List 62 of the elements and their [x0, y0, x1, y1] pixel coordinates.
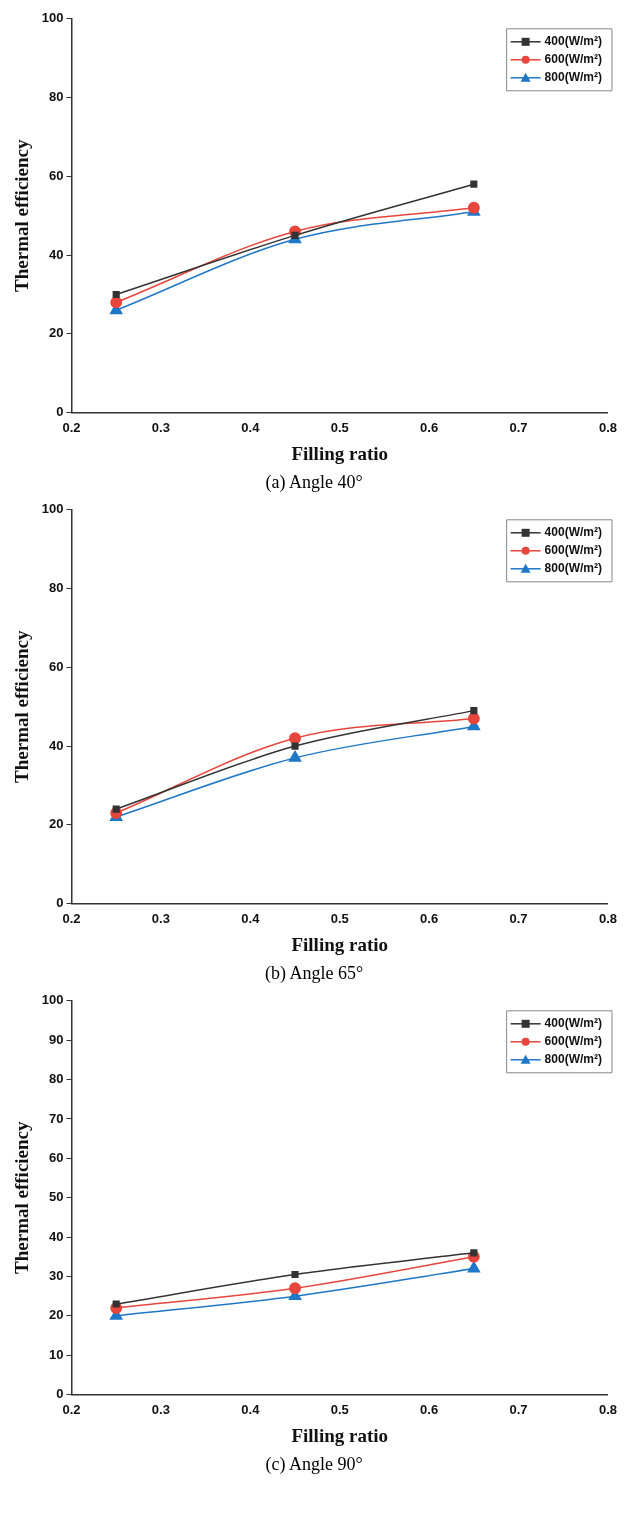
y-tick-label: 0 — [56, 895, 64, 911]
x-tick-label: 0.2 — [62, 1401, 81, 1417]
y-tick-label: 40 — [49, 737, 64, 753]
x-tick-label: 0.7 — [509, 1401, 528, 1417]
legend-label: 400(W/m²) — [544, 525, 602, 540]
y-tick-label: 0 — [56, 404, 64, 420]
x-tick-label: 0.6 — [420, 910, 439, 926]
legend-label: 800(W/m²) — [544, 70, 602, 85]
text: (b) Angle 65° — [263, 963, 365, 984]
y-tick-label: 60 — [49, 1149, 64, 1165]
y-tick-label: 70 — [49, 1110, 64, 1126]
y-tick-label: 40 — [49, 246, 64, 262]
x-tick-label: 0.7 — [509, 910, 528, 926]
x-axis-title: Filling ratio — [291, 933, 389, 955]
y-tick-label: 10 — [49, 1346, 64, 1362]
y-tick-label: 20 — [49, 1307, 64, 1323]
text: (a) Angle 40° — [264, 472, 364, 493]
x-tick-label: 0.6 — [420, 419, 439, 435]
x-tick-label: 0.8 — [598, 910, 617, 926]
x-tick-label: 0.5 — [330, 419, 349, 435]
y-tick-label: 40 — [49, 1228, 64, 1244]
x-tick-label: 0.8 — [598, 419, 617, 435]
legend-label: 600(W/m²) — [544, 1034, 602, 1049]
y-tick-label: 100 — [41, 501, 64, 517]
y-tick-label: 90 — [49, 1031, 64, 1047]
y-tick-label: 20 — [49, 325, 64, 341]
legend-label: 400(W/m²) — [544, 34, 602, 49]
x-tick-label: 0.2 — [62, 419, 81, 435]
y-tick-label: 20 — [49, 816, 64, 832]
x-tick-label: 0.2 — [62, 910, 81, 926]
x-tick-label: 0.6 — [420, 1401, 439, 1417]
x-tick-label: 0.3 — [151, 910, 170, 926]
x-axis-title: Filling ratio — [291, 1424, 389, 1446]
y-tick-label: 0 — [56, 1386, 64, 1402]
legend-label: 800(W/m²) — [544, 1052, 602, 1067]
y-tick-label: 100 — [41, 10, 64, 26]
x-tick-label: 0.3 — [151, 1401, 170, 1417]
legend-label: 400(W/m²) — [544, 1016, 602, 1031]
y-tick-label: 60 — [49, 167, 64, 183]
x-tick-label: 0.8 — [598, 1401, 617, 1417]
text: (c) Angle 90° — [264, 1454, 364, 1475]
x-axis-title: Filling ratio — [291, 442, 389, 464]
x-tick-label: 0.7 — [509, 419, 528, 435]
y-tick-label: 80 — [49, 1071, 64, 1087]
y-tick-label: 80 — [49, 580, 64, 596]
x-tick-label: 0.3 — [151, 419, 170, 435]
legend-label: 600(W/m²) — [544, 543, 602, 558]
y-axis-title: Thermal efficiency — [11, 629, 33, 783]
legend-label: 600(W/m²) — [544, 52, 602, 67]
x-tick-label: 0.4 — [241, 419, 261, 435]
y-axis-title: Thermal efficiency — [11, 1120, 33, 1274]
legend-label: 800(W/m²) — [544, 561, 602, 576]
x-tick-label: 0.4 — [241, 1401, 261, 1417]
y-tick-label: 100 — [41, 992, 64, 1008]
x-tick-label: 0.5 — [330, 910, 349, 926]
x-tick-label: 0.4 — [241, 910, 261, 926]
y-axis-title: Thermal efficiency — [11, 138, 33, 292]
x-tick-label: 0.5 — [330, 1401, 349, 1417]
y-tick-label: 50 — [49, 1189, 64, 1205]
y-tick-label: 60 — [49, 658, 64, 674]
y-tick-label: 80 — [49, 89, 64, 105]
y-tick-label: 30 — [49, 1268, 64, 1284]
